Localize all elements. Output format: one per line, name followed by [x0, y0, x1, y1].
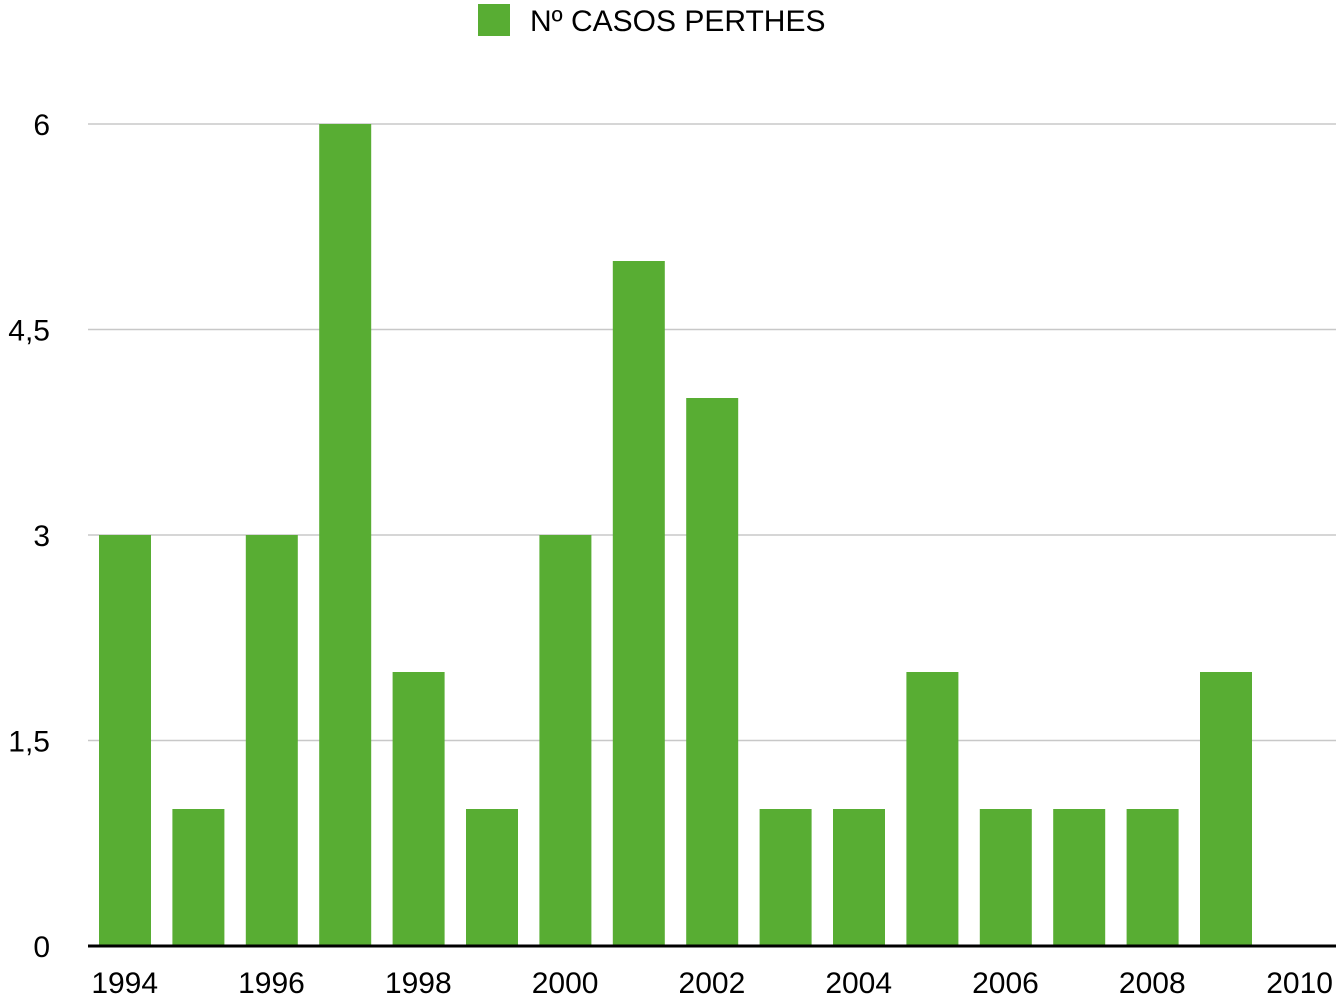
bar-1995 — [172, 809, 225, 946]
bar-2008 — [1126, 809, 1179, 946]
bar-2004 — [833, 809, 885, 946]
bar-2006 — [979, 809, 1032, 946]
bar-2002 — [686, 398, 739, 946]
x-tick-label: 2004 — [825, 967, 892, 1000]
legend-label: Nº CASOS PERTHES — [530, 5, 825, 38]
x-tick-label: 1994 — [91, 967, 158, 1000]
bar-2009 — [1200, 672, 1252, 946]
bar-2003 — [759, 809, 812, 946]
legend-swatch — [478, 4, 510, 36]
bar-2000 — [539, 535, 592, 946]
y-axis-tick-labels: 0 1,5 3 4,5 6 — [8, 109, 50, 964]
bar-2001 — [612, 261, 665, 946]
y-tick-label: 3 — [33, 520, 50, 553]
y-tick-label: 0 — [33, 931, 50, 964]
bar-1998 — [392, 672, 445, 946]
bar-2005 — [906, 672, 959, 946]
y-tick-label: 6 — [33, 109, 50, 142]
legend: Nº CASOS PERTHES — [478, 4, 825, 38]
x-axis-tick-labels: 1994 1996 1998 2000 2002 2004 2006 2008 2010 — [91, 967, 1333, 1000]
x-tick-label: 2008 — [1119, 967, 1186, 1000]
x-tick-label: 1996 — [238, 967, 305, 1000]
x-tick-label: 2006 — [972, 967, 1039, 1000]
bar-1996 — [245, 535, 298, 946]
bar-1997 — [319, 124, 372, 946]
y-tick-label: 4,5 — [8, 315, 50, 348]
x-tick-label: 2002 — [679, 967, 746, 1000]
bar-1999 — [466, 809, 518, 946]
y-tick-label: 1,5 — [8, 726, 50, 759]
x-tick-label: 2010 — [1266, 967, 1333, 1000]
x-tick-label: 1998 — [385, 967, 452, 1000]
bar-1994 — [99, 535, 151, 946]
bars — [99, 124, 1252, 946]
bar-2007 — [1053, 809, 1106, 946]
x-tick-label: 2000 — [532, 967, 599, 1000]
